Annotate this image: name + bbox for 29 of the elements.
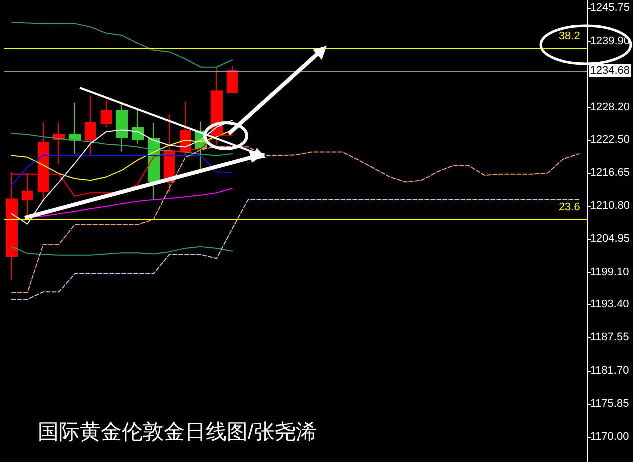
annotation: 38.2 [558,30,580,42]
candlestick [227,66,238,94]
y-tick-label: 1210.80 [590,200,630,212]
y-tick-label: 1175.85 [590,398,630,410]
y-tick-label: 1181.70 [590,364,630,377]
y-tick-label: 1245.75 [590,2,630,14]
line-series [11,120,234,225]
candlestick [101,100,112,128]
y-tick-label: 1204.95 [590,233,630,246]
line-series [11,146,580,294]
line-series [11,199,580,300]
y-tick-label: 1193.40 [590,298,630,311]
line-series [11,22,234,68]
line-series [11,133,234,156]
y-tick-label: 1228.20 [590,102,630,114]
line-series [11,246,234,256]
line-series [11,155,234,186]
candlestick [116,104,128,152]
candlestick [69,102,81,154]
annotation: 23.6 [558,201,580,214]
text: 国际黄金伦敦金日线图/张尧浠 [38,421,317,444]
candlestick [85,95,96,156]
y-tick-label: 1222.50 [590,134,630,146]
y-tick-label: 1170.00 [590,431,630,444]
candlestick [132,108,144,144]
y-tick-label: 1216.65 [590,166,630,179]
ref-line-label: 1234.68 [590,64,630,77]
y-tick-label: 1199.10 [590,266,630,278]
y-tick-label: 1187.55 [590,332,630,344]
